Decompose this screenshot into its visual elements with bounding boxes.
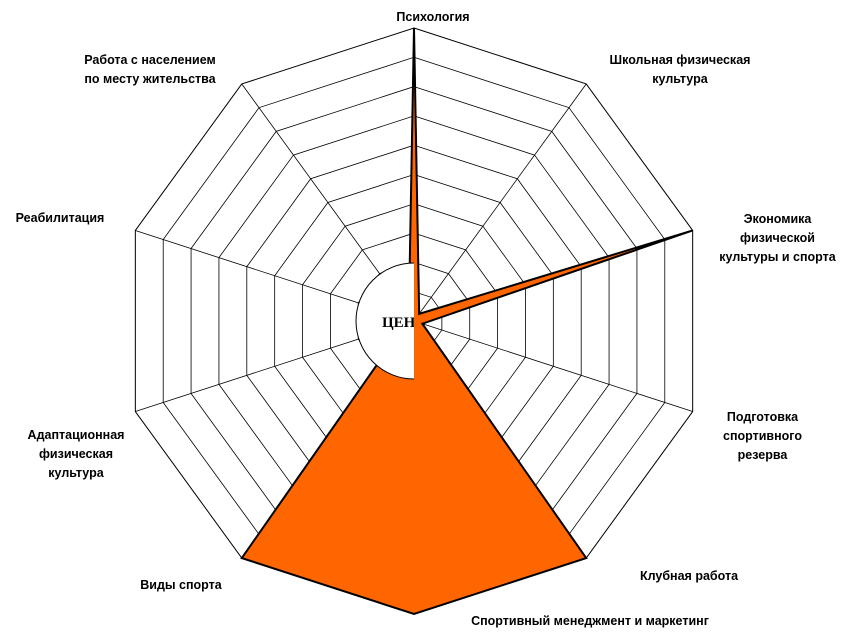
- axis-label-sports-management: Спортивный менеджмент и маркетинг: [471, 614, 709, 628]
- series-point-0: [413, 27, 415, 29]
- axis-label-school-pe: Школьная физическая культура: [609, 53, 751, 86]
- axis-label-psychology: Психология: [396, 10, 470, 24]
- series-point-1: [418, 313, 420, 315]
- center-circle: [355, 262, 414, 380]
- series-point-2: [692, 229, 694, 231]
- series-point-4: [585, 557, 587, 559]
- center-hub: ЦЕНТР: [355, 262, 435, 380]
- radar-series: [240, 27, 694, 616]
- axis-label-reserve-training: Подготовка спортивного резерва: [723, 410, 802, 462]
- series-point-5: [413, 613, 415, 615]
- axis-label-adaptive-pe: Адаптационная физическая культура: [27, 428, 125, 480]
- axis-label-sports-kinds: Виды спорта: [140, 578, 222, 592]
- series-point-3: [421, 323, 423, 325]
- grid-spoke-1: [413, 83, 587, 322]
- center-label: ЦЕНТР: [382, 315, 435, 331]
- series-point-6: [241, 557, 243, 559]
- series-area-0: [240, 27, 693, 616]
- axis-label-rehabilitation: Реабилитация: [15, 211, 105, 225]
- grid-spoke-3: [413, 320, 693, 412]
- axis-label-club-work: Клубная работа: [639, 569, 739, 583]
- axis-label-community-work: Работа с населением по месту жительства: [84, 53, 216, 86]
- axis-label-economics: Экономика физической культуры и спорта: [719, 212, 836, 264]
